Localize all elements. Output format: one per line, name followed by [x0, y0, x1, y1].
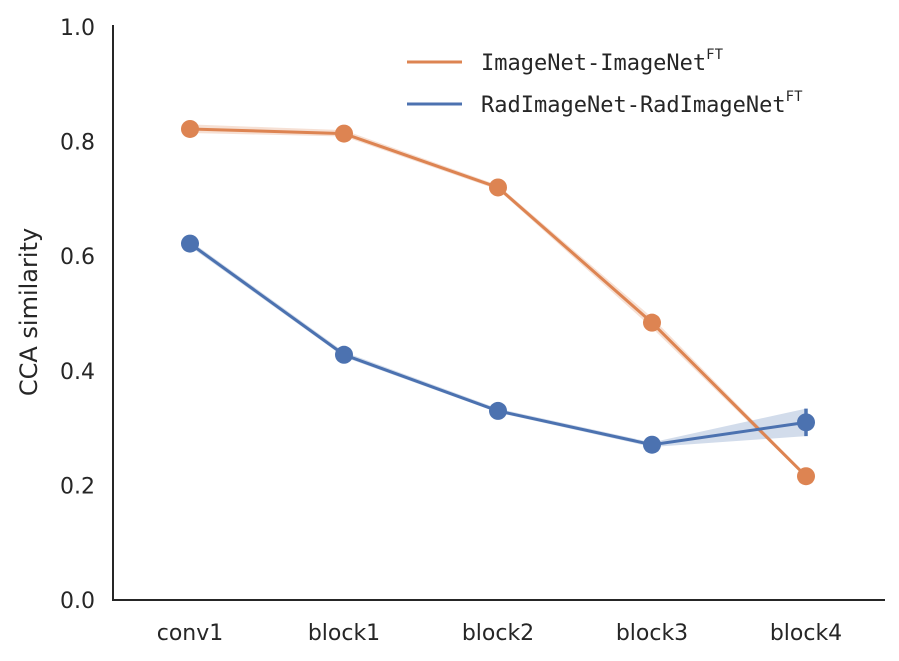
series-points — [181, 119, 815, 486]
y-tick-label: 0.6 — [60, 245, 95, 270]
data-point — [489, 401, 507, 420]
data-point — [181, 119, 199, 138]
data-point — [643, 313, 661, 332]
legend: ImageNet-ImageNetFTRadImageNet-RadImageN… — [407, 47, 803, 118]
data-point — [797, 467, 815, 486]
y-tick-label: 0.4 — [60, 360, 95, 385]
data-point — [181, 234, 199, 253]
confidence-bands — [190, 124, 806, 478]
x-tick-label: block3 — [616, 621, 688, 646]
y-axis-title: CCA similarity — [15, 228, 43, 396]
legend-label: ImageNet-ImageNetFT — [481, 47, 724, 76]
y-tick-label: 0.2 — [60, 474, 95, 499]
x-tick-labels: conv1 block1 block2 block3 block4 — [157, 621, 842, 646]
x-tick-label: block1 — [308, 621, 380, 646]
y-tick-label: 1.0 — [60, 16, 95, 41]
y-tick-label: 0.8 — [60, 131, 95, 156]
data-point — [643, 435, 661, 454]
y-tick-labels: 0.0 0.2 0.4 0.6 0.8 1.0 — [60, 16, 95, 614]
data-point — [489, 178, 507, 197]
y-tick-label: 0.0 — [60, 589, 95, 614]
x-tick-label: block4 — [770, 621, 842, 646]
legend-label-superscript: FT — [706, 47, 723, 63]
x-tick-label: conv1 — [157, 621, 224, 646]
series-band — [190, 240, 806, 448]
series-band — [190, 124, 806, 478]
legend-label: RadImageNet-RadImageNetFT — [481, 89, 803, 118]
x-tick-label: block2 — [462, 621, 534, 646]
data-point — [335, 345, 353, 364]
legend-label-text: RadImageNet-RadImageNet — [481, 93, 786, 118]
data-point — [797, 413, 815, 432]
data-point — [335, 124, 353, 143]
legend-label-text: ImageNet-ImageNet — [481, 51, 706, 76]
axes — [112, 25, 885, 601]
legend-label-superscript: FT — [786, 89, 803, 105]
